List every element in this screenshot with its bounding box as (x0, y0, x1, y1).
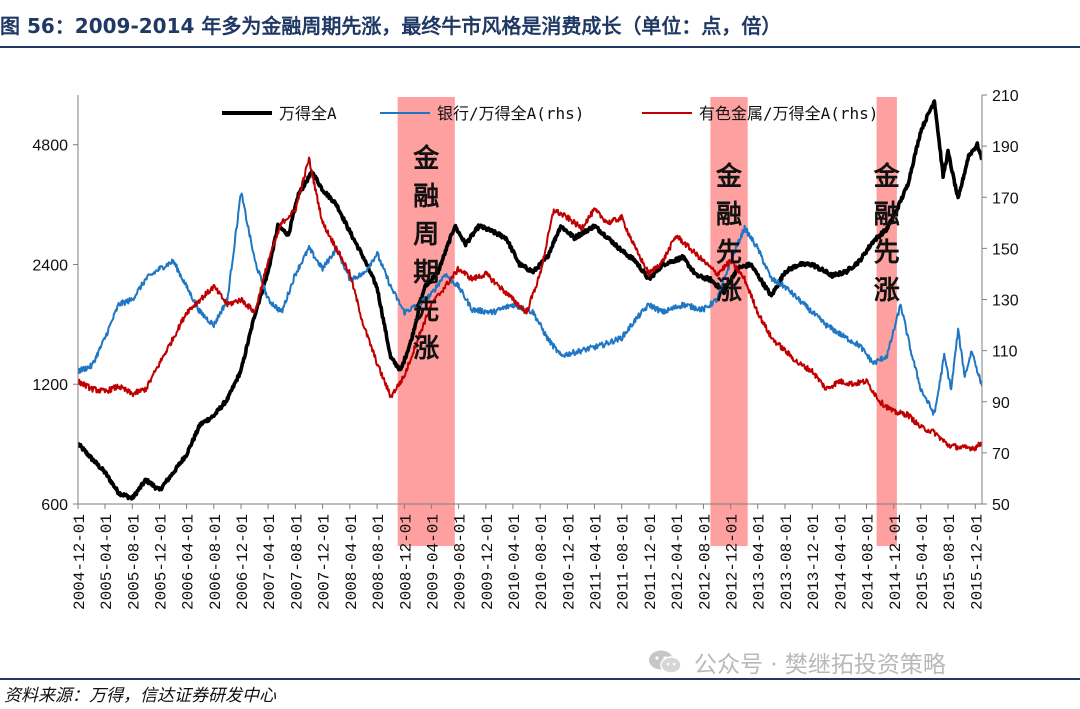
right-tick-label: 70 (992, 446, 1010, 463)
left-tick-label: 1200 (32, 377, 68, 394)
band-2-label-char: 涨 (716, 276, 742, 306)
series-line-3 (78, 156, 982, 452)
x-tick-label: 2011-12-01 (642, 514, 660, 610)
highlight-band-2 (710, 97, 748, 546)
right-tick-label: 190 (992, 139, 1019, 156)
source-rule (0, 678, 1080, 680)
x-tick-label: 2007-12-01 (316, 514, 334, 610)
band-2-label-char: 融 (716, 200, 742, 230)
band-3-label-char: 金 (873, 161, 901, 192)
left-tick-label: 2400 (32, 257, 68, 274)
x-tick-label: 2010-08-01 (533, 514, 551, 610)
x-tick-label: 2015-08-01 (941, 514, 959, 610)
x-tick-label: 2014-08-01 (860, 514, 878, 610)
x-tick-label: 2008-08-01 (370, 514, 388, 610)
right-tick-label: 210 (992, 88, 1019, 105)
x-tick-label: 2014-04-01 (832, 514, 850, 610)
right-tick-label: 50 (992, 497, 1010, 514)
x-tick-label: 2015-12-01 (968, 514, 986, 610)
highlight-band-3 (876, 97, 897, 546)
x-tick-label: 2013-12-01 (805, 514, 823, 610)
band-3-label-char: 先 (874, 238, 900, 268)
band-1-label-char: 期 (413, 258, 439, 288)
figure-title: 图 56：2009-2014 年多为金融周期先涨，最终牛市风格是消费成长（单位：… (0, 14, 782, 38)
x-tick-label: 2009-08-01 (452, 514, 470, 610)
band-1-label-char: 周 (413, 220, 439, 250)
x-tick-label: 2006-04-01 (180, 514, 198, 610)
wechat-icon (649, 650, 682, 674)
band-1-label-char: 涨 (413, 334, 439, 364)
highlight-bands (397, 97, 897, 546)
x-tick-label: 2011-04-01 (587, 514, 605, 610)
legend-label-2: 银行/万得全A(rhs) (437, 104, 584, 123)
left-tick-label: 4800 (32, 138, 68, 155)
band-1-label-char: 先 (413, 296, 439, 326)
chart-area: 600 1200 2400 4800 50 70 90 110 130 150 170 190 210 2… (32, 88, 1018, 610)
band-1-label-char: 融 (413, 182, 439, 212)
x-tick-label: 2007-08-01 (288, 514, 306, 610)
right-tick-label: 150 (992, 241, 1019, 258)
x-tick-label: 2010-04-01 (506, 514, 524, 610)
x-tick-label: 2006-08-01 (207, 514, 225, 610)
legend-label-3: 有色金属/万得全A(rhs) (699, 104, 878, 123)
watermark: 公众号 · 樊继拓投资策略 (648, 645, 946, 679)
right-tick-label: 110 (992, 344, 1018, 361)
left-tick-label: 600 (41, 497, 68, 514)
band-3-label-char: 融 (874, 200, 900, 230)
x-tick-label: 2005-12-01 (153, 514, 171, 610)
band-2-label-char: 金 (715, 161, 743, 192)
right-tick-label: 90 (992, 395, 1010, 412)
x-tick-label: 2004-12-01 (71, 514, 89, 610)
right-tick-label: 130 (992, 293, 1019, 310)
legend: 万得全A 银行/万得全A(rhs) 有色金属/万得全A(rhs) (222, 104, 878, 123)
x-tick-label: 2008-04-01 (343, 514, 361, 610)
x-tick-label: 2011-08-01 (615, 514, 633, 610)
x-tick-label: 2014-12-01 (887, 514, 905, 610)
x-tick-label: 2012-12-01 (724, 514, 742, 610)
watermark-text: 公众号 · 樊继拓投资策略 (694, 652, 946, 678)
x-tick-label: 2006-12-01 (234, 514, 252, 610)
right-tick-label: 170 (992, 190, 1019, 207)
x-tick-label: 2008-12-01 (397, 514, 415, 610)
x-tick-label: 2012-08-01 (697, 514, 715, 610)
x-tick-label: 2009-12-01 (479, 514, 497, 610)
x-tick-label: 2015-04-01 (914, 514, 932, 610)
band-2-label-char: 先 (716, 238, 742, 268)
source-note: 资料来源：万得，信达证券研发中心 (4, 686, 276, 706)
x-tick-label: 2009-04-01 (424, 514, 442, 610)
series-layer (78, 99, 982, 501)
x-tick-label: 2013-08-01 (778, 514, 796, 610)
series-line-1 (78, 99, 982, 501)
title-rule (0, 46, 1080, 48)
highlight-band-1 (397, 97, 455, 546)
x-tick-label: 2005-04-01 (98, 514, 116, 610)
x-tick-label: 2005-08-01 (125, 514, 143, 610)
band-3-label-char: 涨 (874, 276, 900, 306)
x-tick-label: 2010-12-01 (560, 514, 578, 610)
series-line-2 (78, 192, 982, 416)
legend-label-1: 万得全A (279, 104, 337, 123)
x-tick-label: 2013-04-01 (751, 514, 769, 610)
x-tick-label: 2012-04-01 (669, 514, 687, 610)
band-1-label-char: 金 (412, 143, 440, 174)
x-tick-label: 2007-04-01 (261, 514, 279, 610)
axes-layer: 600 1200 2400 4800 50 70 90 110 130 150 170 190 210 2… (32, 88, 1018, 610)
